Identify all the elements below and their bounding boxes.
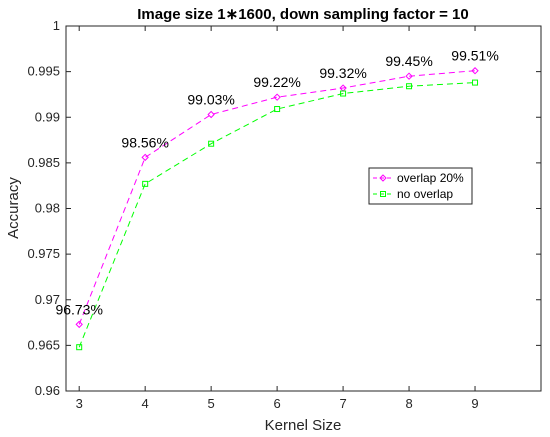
data-point [274,106,281,113]
x-axis-label: Kernel Size [265,417,342,434]
data-label: 99.22% [253,74,300,90]
data-label: 99.45% [385,53,432,69]
data-point [405,72,413,80]
data-point [141,153,149,162]
y-tick-label: 0.975 [27,246,60,261]
legend-label: overlap 20% [397,171,464,185]
x-tick-label: 9 [471,396,478,411]
y-tick-label: 0.96 [35,383,60,398]
series-layer [75,67,479,351]
data-point [406,83,413,90]
data-point [472,79,479,86]
data-point [75,320,83,329]
data-label: 98.56% [121,134,168,150]
axes: 0.96 0.965 0.97 0.975 0.98 0.985 0.99 0.995 1 3 4 5… [27,18,541,411]
y-axis-label: Accuracy [5,177,22,239]
series-line [78,70,476,325]
chart-title: Image size 1∗1600, down sampling factor … [137,6,468,23]
legend: overlap 20% no overlap [368,167,473,205]
x-tick-label: 6 [273,396,280,411]
x-tick-label: 4 [142,396,149,411]
data-label: 99.03% [187,92,234,108]
data-point [471,67,479,75]
series-2 [76,79,479,351]
plot-area [65,25,542,392]
data-label: 99.51% [451,48,498,64]
series-line [78,82,476,348]
data-point [76,344,83,351]
annotation-layer: 96.73% 98.56% 99.03% 99.22% 99.32% 99.45% 99.5… [55,48,498,318]
data-point [207,110,215,119]
y-tick-label: 0.995 [27,64,60,79]
x-tick-label: 5 [208,396,215,411]
y-tick-label: 1 [53,18,60,33]
y-tick-label: 0.97 [35,292,60,307]
data-label: 96.73% [55,301,102,317]
series-1 [75,67,479,329]
y-tick-label: 0.99 [35,109,60,124]
x-tick-label: 7 [339,396,346,411]
y-tick-label: 0.985 [27,155,60,170]
data-label: 99.32% [319,65,366,81]
legend-box [368,167,473,205]
y-tick-label: 0.965 [27,337,60,352]
data-point [208,140,215,147]
legend-marker [380,191,386,197]
legend-label: no overlap [397,187,453,201]
x-tick-label: 3 [76,396,83,411]
data-point [340,90,347,97]
x-tick-label: 8 [405,396,412,411]
y-tick-label: 0.98 [35,201,60,216]
data-point [142,180,149,187]
legend-marker [379,174,387,182]
data-point [273,93,281,101]
